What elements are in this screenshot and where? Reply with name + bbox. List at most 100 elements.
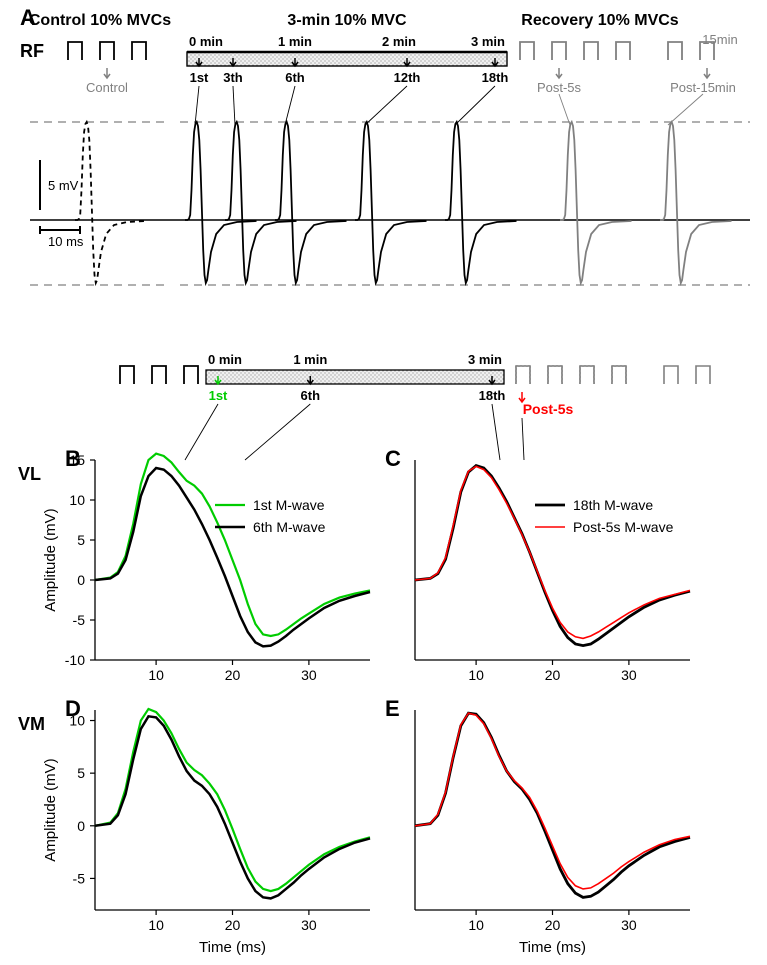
label: 0 min — [189, 34, 223, 49]
title-recovery: Recovery 10% MVCs — [521, 12, 679, 29]
pulse-outline — [664, 366, 678, 384]
figure-svg: AControl 10% MVCs3-min 10% MVCRecovery 1… — [0, 0, 767, 965]
pulse-outline — [516, 366, 530, 384]
label: 1st M-wave — [253, 497, 325, 513]
xtick: 10 — [468, 667, 484, 683]
rf-wave-4 — [355, 122, 427, 283]
ytick: 5 — [77, 765, 85, 781]
connector — [245, 404, 310, 460]
rf-wave-5 — [445, 122, 517, 283]
xtick: 30 — [301, 917, 317, 933]
xtick: 10 — [148, 917, 164, 933]
xlabel: Time (ms) — [199, 939, 266, 956]
label: 1st — [209, 388, 228, 403]
mid-post5s: Post-5s — [523, 401, 574, 417]
pulse-icon — [520, 42, 534, 60]
label: 1 min — [278, 34, 312, 49]
xtick: 20 — [545, 917, 561, 933]
control-label: Control — [86, 80, 128, 95]
label: 0 min — [208, 352, 242, 367]
pulse-icon — [612, 366, 626, 384]
connector — [522, 418, 524, 460]
ylabel: Amplitude (mV) — [42, 758, 59, 861]
label: 6th — [301, 388, 321, 403]
connector — [185, 404, 218, 460]
xtick: 20 — [225, 917, 241, 933]
rf-label: RF — [20, 41, 44, 61]
hatch-bar-mid — [206, 370, 504, 384]
label: 1 min — [293, 352, 327, 367]
label: 6th M-wave — [253, 519, 326, 535]
label: 12th — [394, 70, 421, 85]
pulse-icon — [552, 42, 566, 60]
connector — [233, 86, 235, 125]
xtick: 10 — [468, 917, 484, 933]
xlabel: Time (ms) — [519, 939, 586, 956]
pulse-icon — [152, 366, 166, 384]
ytick: -5 — [73, 870, 86, 886]
connector — [195, 86, 199, 125]
panel-label-b: B — [65, 446, 81, 471]
ytick: 5 — [77, 532, 85, 548]
label: 3th — [223, 70, 243, 85]
xtick: 30 — [301, 667, 317, 683]
title-mid: 3-min 10% MVC — [287, 12, 407, 29]
connector — [492, 404, 500, 460]
vl-label: VL — [18, 464, 41, 484]
ylabel: Amplitude (mV) — [42, 508, 59, 611]
pulse-icon — [120, 366, 134, 384]
ytick: 10 — [69, 492, 85, 508]
pulse-icon — [68, 42, 82, 60]
pulse-outline — [612, 366, 626, 384]
rf-wave-post15min — [660, 122, 732, 283]
figure-container: AControl 10% MVCs3-min 10% MVCRecovery 1… — [0, 0, 767, 965]
xtick: 20 — [225, 667, 241, 683]
label: 15min — [702, 32, 737, 47]
rf-wave-1 — [185, 122, 257, 283]
pulse-icon — [548, 366, 562, 384]
label: 18th M-wave — [573, 497, 653, 513]
xtick: 10 — [148, 667, 164, 683]
ytick: -10 — [65, 652, 85, 668]
label: 3 min — [471, 34, 505, 49]
pulse-icon — [516, 366, 530, 384]
label: 18th — [482, 70, 509, 85]
pulse-icon — [616, 42, 630, 60]
post5s-label: Post-5s — [537, 80, 582, 95]
label: 3 min — [468, 352, 502, 367]
panel-label-c: C — [385, 446, 401, 471]
connector — [285, 86, 295, 125]
rf-wave-control — [75, 122, 147, 283]
curve-VL_1st — [95, 454, 370, 636]
rf-wave-post5s — [560, 122, 632, 283]
label: 6th — [285, 70, 305, 85]
panel-label-e: E — [385, 696, 400, 721]
vm-label: VM — [18, 714, 45, 734]
label: Post-5s M-wave — [573, 519, 674, 535]
pulse-outline — [696, 366, 710, 384]
pulse-icon — [668, 42, 682, 60]
ytick: 0 — [77, 818, 85, 834]
ytick: 0 — [77, 572, 85, 588]
curve-VM_6th — [95, 716, 370, 898]
connector — [668, 94, 703, 125]
pulse-icon — [584, 42, 598, 60]
rf-wave-2 — [225, 122, 297, 283]
xtick: 20 — [545, 667, 561, 683]
pulse-icon — [184, 366, 198, 384]
pulse-outline — [580, 366, 594, 384]
label: 2 min — [382, 34, 416, 49]
pulse-icon — [132, 42, 146, 60]
panel-label-d: D — [65, 696, 81, 721]
pulse-outline — [548, 366, 562, 384]
scale-t-label: 10 ms — [48, 234, 84, 249]
curve-VL_18th — [415, 466, 690, 646]
curve-VM_1st — [95, 709, 370, 891]
ytick: -5 — [73, 612, 86, 628]
pulse-icon — [580, 366, 594, 384]
connector — [455, 86, 495, 125]
title-control: Control 10% MVCs — [29, 12, 171, 29]
xtick: 30 — [621, 917, 637, 933]
rf-wave-3 — [275, 122, 347, 283]
post15min-label: Post-15min — [670, 80, 736, 95]
